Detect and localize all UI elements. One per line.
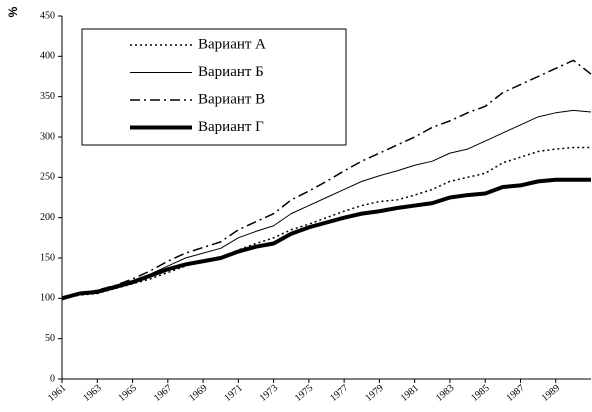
x-tick-label: 1981	[399, 383, 421, 404]
legend-label: Вариант А	[198, 36, 266, 52]
x-tick-label: 1971	[222, 383, 244, 404]
x-tick-label: 1965	[117, 383, 139, 404]
legend-label: Вариант Б	[198, 64, 264, 80]
x-tick-label: 1985	[469, 383, 491, 404]
legend-label: Вариант В	[198, 91, 265, 107]
x-tick-label: 1989	[540, 383, 562, 404]
x-tick-label: 1975	[293, 383, 315, 404]
x-tick-label: 1973	[258, 383, 280, 404]
x-tick-label: 1963	[81, 383, 103, 404]
line	[61, 146, 591, 300]
y-axis-label: %	[6, 6, 20, 17]
legend-box	[81, 28, 347, 146]
y-tick-label: 250	[40, 172, 55, 183]
x-tick-label: 1987	[504, 383, 526, 404]
x-tick-label: 1967	[152, 383, 174, 404]
y-tick-label: 0	[50, 373, 55, 384]
y-tick-label: 450	[40, 10, 55, 21]
y-tick-label: 300	[40, 131, 55, 142]
y-tick-label: 350	[40, 91, 55, 102]
line	[61, 177, 591, 301]
x-tick-label: 1969	[187, 383, 209, 404]
legend-label: Вариант Г	[198, 119, 264, 135]
line	[61, 59, 592, 300]
y-tick-label: 150	[40, 252, 55, 263]
y-tick-label: 400	[40, 51, 55, 62]
x-tick-label: 1983	[434, 383, 456, 404]
y-tick-label: 50	[45, 333, 55, 344]
x-tick-label: 1977	[328, 383, 350, 404]
x-tick-label: 1979	[363, 383, 385, 404]
y-tick-label: 100	[40, 293, 55, 304]
x-tick-label: 1961	[46, 383, 68, 404]
y-tick-label: 200	[40, 212, 55, 223]
